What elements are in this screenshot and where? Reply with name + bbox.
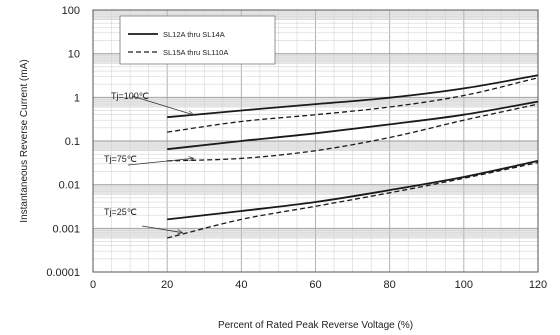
series-line-sl12a-sl14a-75c — [167, 100, 539, 151]
annotation-arrow — [127, 158, 193, 166]
legend: SL12A thru SL14A SL15A thru SL110A — [119, 15, 276, 65]
x-axis-ticks: 0 20 40 60 80 100 120 — [90, 279, 547, 291]
annotation-label: Tj=75℃ — [104, 154, 137, 164]
x-tick-label: 60 — [309, 279, 321, 291]
y-tick-label: 0.001 — [52, 223, 80, 235]
legend-box — [119, 15, 276, 65]
annotation-arrow — [131, 95, 193, 115]
series-line-sl15a-sl110a-75c — [167, 103, 539, 162]
y-tick-label: 0.0001 — [46, 267, 80, 279]
legend-label: SL12A thru SL14A — [163, 30, 225, 39]
series-line-sl12a-sl14a-100c — [167, 74, 539, 119]
legend-label: SL15A thru SL110A — [163, 48, 228, 57]
x-tick-label: 20 — [161, 279, 173, 291]
series-line-sl15a-sl110a-100c — [167, 77, 539, 133]
annotation-arrow — [141, 225, 182, 233]
y-tick-label: 1 — [74, 92, 80, 104]
x-tick-label: 80 — [384, 279, 396, 291]
x-tick-label: 120 — [529, 279, 547, 291]
x-axis-label: Percent of Rated Peak Reverse Voltage (%… — [218, 320, 413, 331]
y-axis-ticks: 100 10 1 0.1 0.01 0.001 0.0001 — [46, 5, 80, 279]
x-tick-label: 100 — [455, 279, 473, 291]
x-tick-label: 0 — [90, 279, 96, 291]
series-line-sl12a-sl14a-25c — [167, 160, 539, 221]
plot-frame — [92, 9, 539, 273]
y-tick-label: 100 — [62, 5, 80, 17]
y-tick-label: 10 — [68, 49, 80, 61]
y-tick-label: 0.01 — [59, 180, 80, 192]
x-tick-label: 40 — [235, 279, 247, 291]
temperature-annotations: Tj=100℃ Tj=75℃ Tj=25℃ — [104, 91, 193, 233]
annotation-label: Tj=100℃ — [111, 91, 149, 101]
y-tick-label: 0.1 — [65, 136, 80, 148]
annotation-label: Tj=25℃ — [104, 207, 137, 217]
y-axis-label: Instantaneous Reverse Current (mA) — [19, 59, 30, 222]
series-group — [167, 74, 539, 239]
